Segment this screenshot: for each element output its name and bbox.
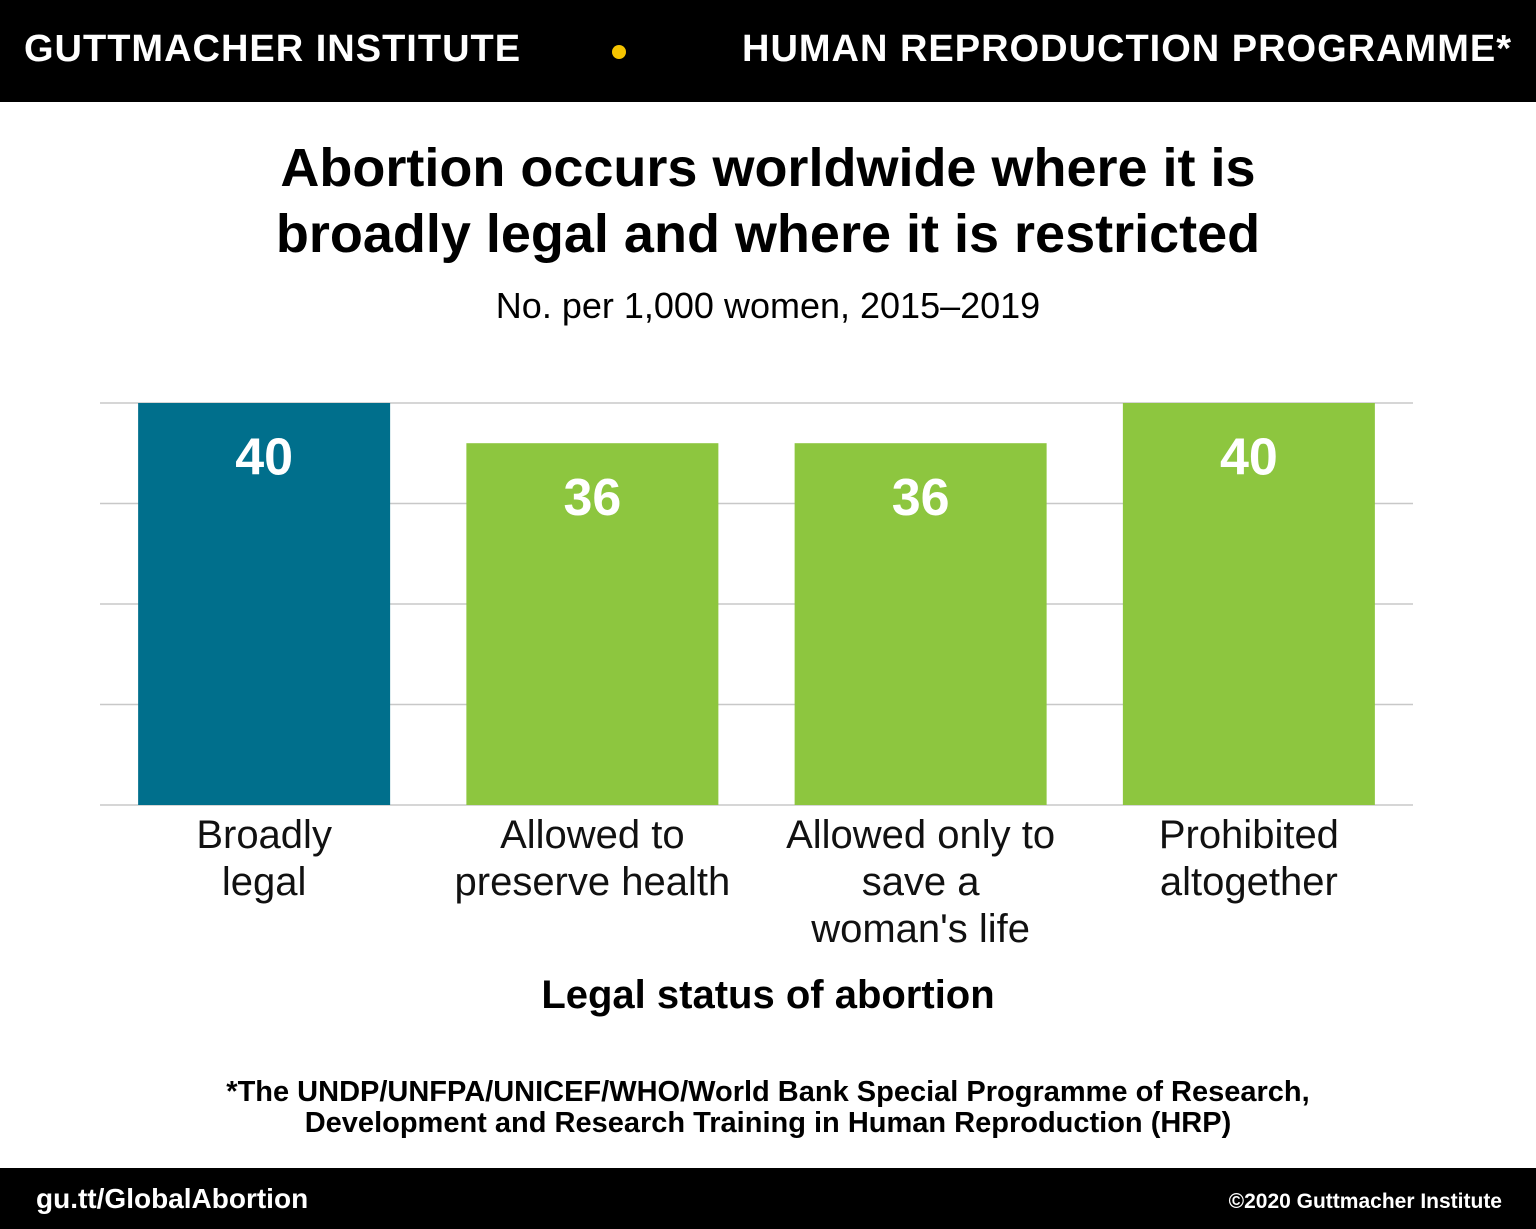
value-label: 40	[1220, 429, 1278, 487]
header-right: HUMAN REPRODUCTION PROGRAMME*	[742, 28, 1512, 70]
bar	[466, 443, 719, 805]
value-label: 36	[563, 469, 621, 527]
bar	[794, 443, 1047, 805]
x-tick-label: Broadly legal	[196, 813, 332, 904]
x-axis-label: Legal status of abortion	[541, 973, 995, 1017]
footer-left: gu.tt/GlobalAbortion	[36, 1183, 309, 1214]
header-bar	[0, 0, 1536, 102]
footnote: *The UNDP/UNFPA/UNICEF/WHO/World Bank Sp…	[226, 1076, 1310, 1139]
x-tick-label: Allowed only to save a woman's life	[786, 813, 1056, 951]
header-bullet	[612, 45, 626, 59]
value-label: 40	[235, 429, 293, 487]
chart-title: Abortion occurs worldwide where it is br…	[275, 138, 1261, 264]
x-tick-label: Prohibited altogether	[1158, 813, 1339, 904]
bar	[1122, 403, 1375, 805]
footer-right: ©2020 Guttmacher Institute	[1228, 1190, 1502, 1213]
x-tick-label: Allowed to preserve health	[454, 813, 731, 904]
value-label: 36	[892, 469, 950, 527]
footer-bar	[0, 1168, 1536, 1229]
header-left: GUTTMACHER INSTITUTE	[24, 28, 522, 70]
bar	[138, 403, 391, 805]
chart-subtitle: No. per 1,000 women, 2015–2019	[495, 285, 1041, 326]
